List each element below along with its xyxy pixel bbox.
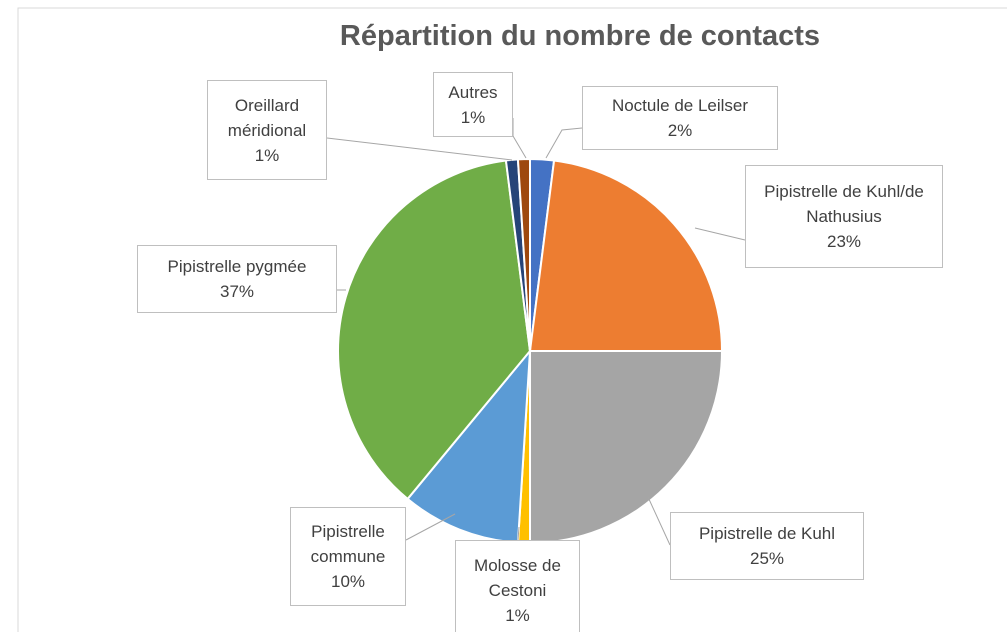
data-label: Oreillard méridional 1% [207, 80, 327, 180]
leader-line [517, 526, 520, 541]
category-label: Pipistrelle de Kuhl/de Nathusius [764, 182, 924, 226]
leader-line [647, 496, 671, 546]
category-label: Autres [448, 82, 498, 102]
pie-slice [529, 350, 724, 545]
value-label: 1% [254, 145, 280, 165]
category-label: Pipistrelle pygmée [167, 257, 307, 276]
value-label: 37% [219, 282, 255, 301]
data-label: Pipistrelle commune 10% [290, 507, 406, 606]
pie-slice [516, 157, 531, 352]
value-label: 2% [667, 121, 693, 140]
category-label: Pipistrelle de Kuhl [698, 524, 836, 543]
data-label: Pipistrelle de Kuhl 25% [670, 512, 864, 580]
category-label: Oreillard méridional [227, 95, 307, 140]
leader-line [326, 137, 513, 161]
category-label: Pipistrelle commune [310, 522, 386, 566]
leader-line [694, 227, 746, 241]
leader-line [405, 513, 456, 541]
value-label: 10% [330, 572, 366, 591]
value-label: 25% [749, 549, 785, 568]
chart-title: Répartition du nombre de contacts [339, 20, 821, 52]
leader-line [545, 127, 583, 159]
data-label: Pipistrelle de Kuhl/de Nathusius 23% [745, 165, 943, 268]
pie-slice [337, 159, 532, 501]
leader-line [512, 118, 527, 159]
category-label: Molosse de Cestoni [474, 555, 561, 600]
value-label: 1% [460, 107, 486, 127]
value-label: 23% [826, 232, 862, 251]
data-label: Autres 1% [433, 72, 513, 137]
category-label: Noctule de Leilser [611, 96, 749, 115]
data-label: Pipistrelle pygmée 37% [137, 245, 337, 313]
data-label: Molosse de Cestoni 1% [455, 540, 580, 632]
value-label: 1% [505, 605, 530, 625]
data-label: Noctule de Leilser 2% [582, 86, 778, 150]
pie-slice [528, 159, 724, 352]
